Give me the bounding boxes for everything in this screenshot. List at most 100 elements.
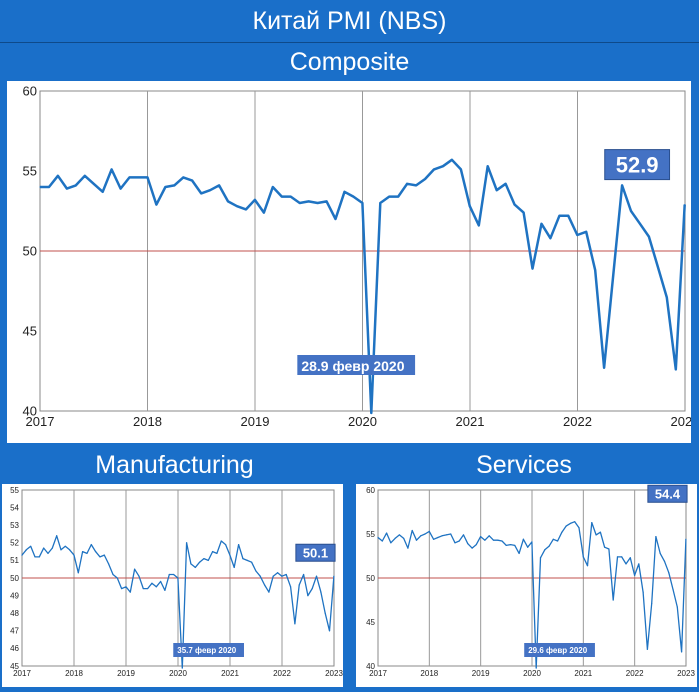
data-point [151,582,153,584]
data-point [95,551,97,553]
data-point [281,575,283,577]
data-point [496,189,498,191]
data-point [531,541,533,543]
data-point [108,563,110,565]
data-point [255,570,257,572]
data-point [621,184,623,186]
x-tick-2017: 2017 [13,669,31,678]
data-point [102,191,104,193]
data-point [475,543,477,546]
data-point [236,205,238,207]
x-tick-2017: 2017 [26,414,55,429]
data-point [82,551,84,553]
data-point [675,368,677,370]
last-value-box [295,543,336,562]
data-point [311,587,313,590]
data-point [182,176,184,178]
feb-2020-label: 28.9 февр 2020 [301,358,404,374]
data-point [505,183,507,185]
data-point [64,545,66,547]
data-point [51,547,53,549]
data-point [659,552,661,554]
x-tick-2023: 2023 [325,669,343,678]
x-tick-2018: 2018 [420,669,438,678]
data-point [56,535,58,537]
data-point [66,188,68,190]
y-tick-51: 51 [10,556,19,565]
data-point [480,536,482,538]
y-tick-55: 55 [23,164,37,179]
data-point [268,591,270,593]
data-point [315,575,318,577]
data-point [119,188,122,190]
data-point [514,544,516,547]
data-point [460,168,462,170]
data-point [254,199,256,201]
data-point [633,574,636,576]
data-point [160,580,162,583]
data-point [424,178,426,180]
data-point [488,535,490,537]
data-point [638,563,640,565]
data-point [501,540,503,542]
data-point [509,543,512,546]
data-point [263,584,266,586]
last-value-box [604,149,671,181]
data-point [147,587,149,590]
page-title: Китай PMI (NBS) [0,0,699,43]
data-point [142,587,144,590]
data-point [190,563,192,565]
data-point [246,559,248,561]
data-point [612,599,614,601]
data-point [552,538,554,540]
manufacturing-title: Manufacturing [95,451,254,479]
data-point [224,543,227,546]
data-point [250,561,253,563]
data-point [539,557,542,559]
data-point [316,202,319,204]
data-point [548,545,550,547]
x-tick-2020: 2020 [523,669,541,678]
data-point [294,623,296,625]
data-point [531,268,534,270]
data-point [128,176,131,178]
data-point [569,522,572,525]
y-tick-52: 52 [10,539,19,548]
x-tick-2023: 2023 [677,669,695,678]
y-tick-49: 49 [10,591,19,600]
data-point [177,577,179,579]
data-point [121,587,123,590]
y-tick-53: 53 [10,521,19,530]
data-point [324,612,326,614]
data-point [441,535,443,537]
data-point [194,566,196,569]
data-point [60,549,62,551]
y-tick-45: 45 [23,324,37,339]
data-point [608,548,610,550]
last-value-label: 50.1 [303,545,328,560]
y-tick-47: 47 [10,627,19,636]
data-point [47,552,49,554]
data-point [437,536,439,539]
data-point [586,565,589,567]
y-tick-40: 40 [366,662,375,671]
data-point [642,591,644,593]
data-point [164,186,166,188]
data-point [567,215,569,217]
y-tick-55: 55 [366,530,375,539]
data-point [34,556,36,558]
y-tick-50: 50 [23,244,37,259]
y-tick-40: 40 [23,404,37,419]
data-point [621,556,623,558]
data-point [77,572,79,574]
data-point [561,531,563,533]
data-point [116,577,118,579]
data-point [229,554,231,556]
data-point [595,534,597,536]
data-point [25,549,27,551]
data-point [471,547,473,549]
data-point [527,546,529,548]
data-point [544,549,546,551]
y-tick-60: 60 [23,84,37,99]
feb-2020-label: 29.6 февр 2020 [528,646,588,655]
